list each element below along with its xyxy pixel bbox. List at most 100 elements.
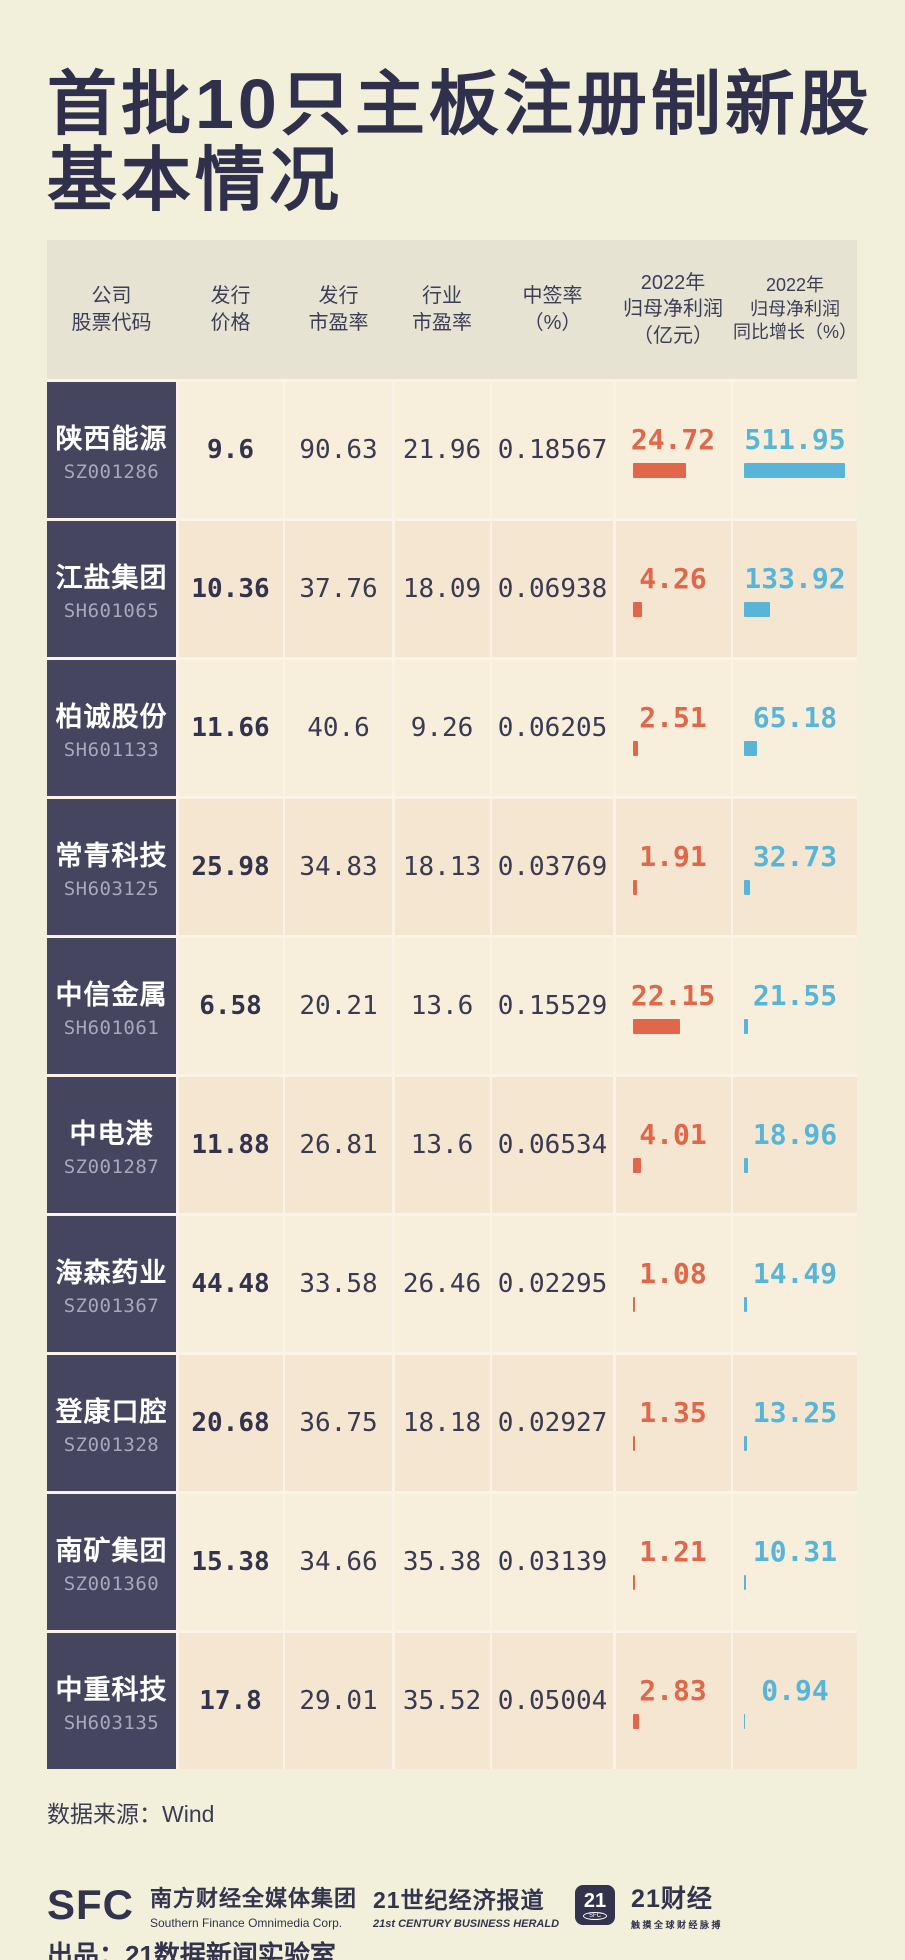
21-logo-number: 21	[583, 1889, 607, 1912]
growth-bar-track	[733, 1574, 857, 1590]
table-row: 中电港 SZ001287 11.88 26.81 13.6 0.06534 4.…	[47, 1077, 857, 1213]
net-profit-value: 1.35	[639, 1395, 707, 1429]
company-code: SH601061	[63, 1017, 160, 1039]
producer-credit: 出品：21数据新闻实验室	[47, 1940, 336, 1960]
net-profit-cell: 24.72	[615, 382, 731, 518]
net-profit-cell: 1.08	[615, 1216, 731, 1352]
page-title: 首批10只主板注册制新股 基本情况	[47, 66, 875, 218]
profit-bar	[632, 1435, 636, 1451]
profit-bar-track	[616, 1435, 731, 1451]
company-code: SH601133	[63, 739, 160, 761]
profit-growth-value: 21.55	[752, 978, 838, 1012]
profit-growth-value: 511.95	[744, 422, 846, 456]
issue-price-cell: 10.36	[178, 521, 283, 657]
growth-bar-track	[733, 1435, 857, 1451]
growth-bar	[744, 601, 771, 617]
21-caijing-tagline: 触摸全球财经脉搏	[631, 1920, 724, 1930]
table-row: 柏诚股份 SH601133 11.66 40.6 9.26 0.06205 2.…	[47, 660, 857, 796]
sfc-name-en: Southern Finance Omnimedia Corp.	[150, 1915, 343, 1930]
profit-growth-cell: 65.18	[733, 660, 857, 796]
issue-price-cell: 11.88	[178, 1077, 283, 1213]
net-profit-cell: 1.21	[615, 1494, 731, 1630]
growth-bar	[744, 1574, 747, 1590]
net-profit-value: 1.91	[639, 839, 707, 873]
company-code: SH603135	[63, 1712, 160, 1734]
growth-bar	[744, 740, 757, 756]
21-logo-sub: SFC	[583, 1911, 608, 1920]
profit-bar-track	[616, 601, 731, 617]
sfc-name-cn: 南方财经全媒体集团	[150, 1885, 358, 1911]
profit-growth-cell: 18.96	[733, 1077, 857, 1213]
company-cell: 柏诚股份 SH601133	[47, 660, 176, 796]
table-header-row: 公司 股票代码 发行 价格 发行 市盈率 行业 市盈率 中签率 （%） 2022…	[47, 240, 857, 379]
sfc-text-block: 南方财经全媒体集团 Southern Finance Omnimedia Cor…	[150, 1881, 357, 1930]
industry-pe-cell: 13.6	[394, 1077, 490, 1213]
profit-growth-cell: 133.92	[733, 521, 857, 657]
net-profit-cell: 1.35	[615, 1355, 731, 1491]
net-profit-cell: 2.51	[615, 660, 731, 796]
profit-growth-value: 65.18	[752, 700, 838, 734]
company-name: 常青科技	[55, 841, 168, 871]
issue-price-cell: 20.68	[178, 1355, 283, 1491]
issue-pe-cell: 34.83	[285, 799, 392, 935]
net-profit-cell: 1.91	[615, 799, 731, 935]
growth-bar	[744, 1435, 747, 1451]
growth-bar-track	[733, 601, 857, 617]
issue-price-cell: 11.66	[178, 660, 283, 796]
company-name: 登康口腔	[55, 1397, 168, 1427]
header-profit-growth: 2022年 归母净利润 同比增长（%）	[733, 274, 858, 343]
net-profit-value: 1.08	[639, 1256, 707, 1290]
header-company: 公司 股票代码	[71, 285, 152, 334]
company-cell: 海森药业 SZ001367	[47, 1216, 176, 1352]
company-code: SH601065	[63, 600, 160, 622]
header-industry-pe: 行业 市盈率	[412, 285, 472, 334]
profit-bar	[632, 1296, 635, 1312]
company-name: 海森药业	[55, 1258, 168, 1288]
table-row: 常青科技 SH603125 25.98 34.83 18.13 0.03769 …	[47, 799, 857, 935]
growth-bar-track	[733, 1157, 857, 1173]
company-name: 陕西能源	[55, 424, 168, 454]
lottery-rate-cell: 0.05004	[492, 1633, 613, 1769]
herald-name-cn: 21世纪经济报道	[373, 1886, 545, 1913]
page-title-line1: 首批10只主板注册制新股	[47, 65, 873, 143]
company-code: SZ001367	[63, 1295, 160, 1317]
table-row: 南矿集团 SZ001360 15.38 34.66 35.38 0.03139 …	[47, 1494, 857, 1630]
growth-bar	[744, 1018, 749, 1034]
issue-price-cell: 9.6	[178, 382, 283, 518]
footer-logos: SFC 南方财经全媒体集团 Southern Finance Omnimedia…	[47, 1879, 905, 1931]
profit-bar	[632, 1713, 639, 1729]
table-row: 陕西能源 SZ001286 9.6 90.63 21.96 0.18567 24…	[47, 382, 857, 518]
company-name: 中电港	[69, 1119, 154, 1149]
growth-bar	[744, 1713, 745, 1729]
sfc-logo-icon: SFC	[47, 1881, 134, 1928]
growth-bar-track	[733, 1018, 857, 1034]
herald-name-en: 21st CENTURY BUSINESS HERALD	[373, 1917, 560, 1930]
header-net-profit: 2022年 归母净利润 （亿元）	[623, 271, 723, 347]
issue-pe-cell: 20.21	[285, 938, 392, 1074]
growth-bar-track	[733, 1713, 857, 1729]
issue-pe-cell: 34.66	[285, 1494, 392, 1630]
net-profit-value: 24.72	[630, 422, 716, 456]
table-row: 中重科技 SH603135 17.8 29.01 35.52 0.05004 2…	[47, 1633, 857, 1769]
profit-growth-value: 18.96	[752, 1117, 838, 1151]
growth-bar	[744, 879, 751, 895]
industry-pe-cell: 9.26	[394, 660, 490, 796]
profit-growth-cell: 10.31	[733, 1494, 857, 1630]
company-cell: 江盐集团 SH601065	[47, 521, 176, 657]
profit-bar	[632, 1157, 642, 1173]
company-code: SZ001360	[63, 1573, 160, 1595]
growth-bar-track	[733, 879, 857, 895]
growth-bar-track	[733, 1296, 857, 1312]
industry-pe-cell: 21.96	[394, 382, 490, 518]
profit-growth-value: 13.25	[752, 1395, 838, 1429]
issue-price-cell: 44.48	[178, 1216, 283, 1352]
data-source-note: 数据来源：Wind	[47, 1801, 215, 1827]
profit-bar	[632, 1018, 680, 1034]
herald-text-block: 21世纪经济报道 21st CENTURY BUSINESS HERALD	[373, 1881, 559, 1930]
issue-pe-cell: 33.58	[285, 1216, 392, 1352]
lottery-rate-cell: 0.03139	[492, 1494, 613, 1630]
industry-pe-cell: 35.38	[394, 1494, 490, 1630]
profit-growth-cell: 21.55	[733, 938, 857, 1074]
profit-bar-track	[616, 1713, 731, 1729]
company-cell: 中重科技 SH603135	[47, 1633, 176, 1769]
